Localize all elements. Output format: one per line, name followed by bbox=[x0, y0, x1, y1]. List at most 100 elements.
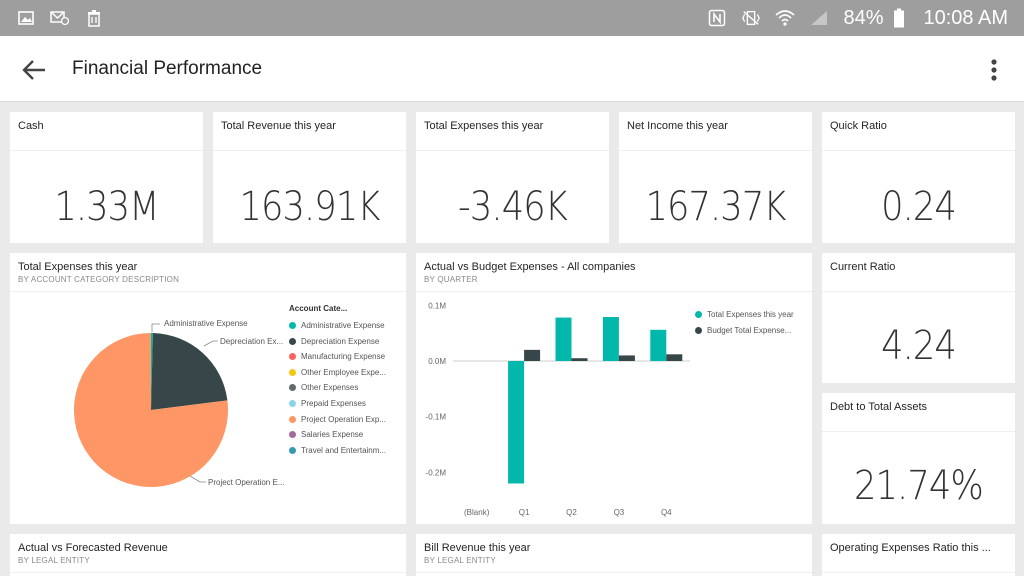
tile-title: Cash bbox=[18, 120, 44, 132]
y-tick-label: -0.1M bbox=[426, 413, 447, 422]
tile-expenses-pie-chart[interactable]: Total Expenses this year BY ACCOUNT CATE… bbox=[10, 253, 406, 524]
callout-label: Administrative Expense bbox=[164, 319, 248, 328]
legend-item[interactable]: Project Operation Exp... bbox=[289, 415, 386, 424]
status-bar: 84% 10:08 AM bbox=[0, 0, 1024, 36]
legend-swatch bbox=[695, 311, 702, 318]
kpi-value: 0.24 bbox=[881, 184, 957, 230]
legend-item[interactable]: Other Expenses bbox=[289, 383, 358, 392]
tile-actual-vs-budget-chart[interactable]: Actual vs Budget Expenses - All companie… bbox=[416, 253, 812, 524]
more-options-button[interactable] bbox=[980, 54, 1008, 86]
legend-label: Salaries Expense bbox=[301, 430, 364, 440]
tile-title: Bill Revenue this year bbox=[424, 542, 531, 554]
kpi-value: 167.37K bbox=[645, 184, 786, 230]
legend-swatch bbox=[289, 384, 296, 392]
pie-slice[interactable] bbox=[151, 333, 153, 410]
legend-label: Other Employee Expe... bbox=[301, 367, 386, 377]
battery-percentage: 84% bbox=[843, 6, 884, 29]
legend-item[interactable]: Manufacturing Expense bbox=[289, 352, 385, 361]
tile-total-expenses[interactable]: Total Expenses this year -3.46K bbox=[416, 112, 609, 243]
tile-net-income[interactable]: Net Income this year 167.37K bbox=[619, 112, 812, 243]
x-tick-label: (Blank) bbox=[464, 508, 490, 517]
legend-swatch bbox=[289, 446, 296, 454]
legend-label: Total Expenses this year bbox=[707, 310, 794, 319]
tile-title: Quick Ratio bbox=[830, 120, 887, 132]
bar[interactable] bbox=[650, 329, 667, 361]
legend-label: Depreciation Expense bbox=[301, 336, 380, 346]
tile-cash[interactable]: Cash 1.33M bbox=[10, 112, 203, 243]
tile-quick-ratio[interactable]: Quick Ratio 0.24 bbox=[822, 112, 1015, 243]
email-at-icon bbox=[50, 8, 70, 28]
legend-item[interactable]: Salaries Expense bbox=[289, 430, 363, 439]
y-tick-label: -0.2M bbox=[426, 468, 447, 477]
legend-item[interactable]: Depreciation Expense bbox=[289, 337, 379, 346]
tile-title: Net Income this year bbox=[627, 120, 728, 132]
legend-item[interactable]: Prepaid Expenses bbox=[289, 399, 366, 408]
bar-chart: 0.1M 0.0M -0.1M -0.2M (Blank) Q1 Q2 Q3 Q4 bbox=[426, 301, 690, 517]
clock: 10:08 AM bbox=[923, 6, 1008, 29]
bar[interactable] bbox=[602, 317, 619, 361]
pie-slice[interactable] bbox=[151, 333, 228, 410]
legend-swatch bbox=[289, 415, 296, 423]
tile-actual-vs-forecast[interactable]: Actual vs Forecasted Revenue BY LEGAL EN… bbox=[10, 534, 406, 576]
legend-label: Prepaid Expenses bbox=[301, 399, 366, 408]
vibrate-icon bbox=[741, 8, 761, 28]
callout-label: Project Operation E... bbox=[208, 478, 284, 487]
tile-subtitle: BY LEGAL ENTITY bbox=[18, 556, 90, 565]
legend-label: Budget Total Expense... bbox=[707, 325, 792, 335]
bar[interactable] bbox=[524, 349, 541, 361]
legend-title: Account Cate... bbox=[289, 304, 348, 313]
callout-line bbox=[189, 475, 206, 483]
bar[interactable] bbox=[508, 361, 525, 484]
x-tick-label: Q4 bbox=[661, 508, 672, 517]
pie-slice[interactable] bbox=[74, 333, 228, 487]
tile-current-ratio[interactable]: Current Ratio 4.24 bbox=[822, 253, 1015, 383]
status-bar-system: 84% 10:08 AM bbox=[707, 7, 1008, 30]
tile-title: Operating Expenses Ratio this ... bbox=[830, 542, 991, 554]
legend-item[interactable]: Budget Total Expense... bbox=[695, 326, 791, 335]
image-icon bbox=[16, 8, 36, 28]
bar[interactable] bbox=[618, 355, 635, 361]
legend-label: Project Operation Exp... bbox=[301, 414, 386, 424]
bar[interactable] bbox=[555, 317, 572, 361]
trash-icon bbox=[84, 8, 104, 28]
callout-label: Depreciation Ex... bbox=[220, 337, 283, 346]
y-tick-label: 0.0M bbox=[428, 357, 446, 366]
callout-line bbox=[151, 323, 160, 332]
tile-total-revenue[interactable]: Total Revenue this year 163.91K bbox=[213, 112, 406, 243]
tile-title: Debt to Total Assets bbox=[830, 401, 928, 413]
app-bar: Financial Performance bbox=[0, 36, 1024, 102]
legend-label: Administrative Expense bbox=[301, 321, 385, 330]
legend-item[interactable]: Travel and Entertainm... bbox=[289, 446, 386, 455]
legend-swatch bbox=[289, 431, 296, 439]
legend-swatch bbox=[289, 337, 296, 345]
status-bar-notifications bbox=[16, 8, 104, 28]
y-tick-label: 0.1M bbox=[428, 301, 446, 310]
legend-label: Other Expenses bbox=[301, 383, 359, 393]
legend-swatch bbox=[289, 368, 296, 376]
tile-bill-revenue[interactable]: Bill Revenue this year BY LEGAL ENTITY bbox=[416, 534, 812, 576]
tile-debt-to-total-assets[interactable]: Debt to Total Assets 21.74% bbox=[822, 393, 1015, 524]
tile-subtitle: BY LEGAL ENTITY bbox=[424, 556, 496, 565]
tile-title: Total Revenue this year bbox=[221, 120, 336, 132]
wifi-icon bbox=[775, 8, 795, 28]
legend-item[interactable]: Administrative Expense bbox=[289, 321, 385, 330]
signal-icon bbox=[809, 8, 829, 28]
page-title: Financial Performance bbox=[72, 58, 263, 79]
tile-title: Current Ratio bbox=[830, 261, 896, 273]
back-button[interactable] bbox=[18, 54, 50, 86]
legend-label: Travel and Entertainm... bbox=[301, 445, 387, 455]
tile-title: Total Expenses this year bbox=[424, 120, 544, 132]
bar[interactable] bbox=[666, 354, 683, 361]
bar[interactable] bbox=[571, 358, 588, 361]
kpi-value: 21.74% bbox=[854, 463, 984, 509]
legend-item[interactable]: Total Expenses this year bbox=[695, 310, 794, 319]
tile-title: Actual vs Budget Expenses - All companie… bbox=[424, 261, 636, 273]
legend-swatch bbox=[289, 353, 296, 361]
legend-swatch bbox=[289, 322, 296, 329]
tile-operating-expenses-ratio[interactable]: Operating Expenses Ratio this ... bbox=[822, 534, 1015, 576]
legend-item[interactable]: Other Employee Expe... bbox=[289, 368, 386, 377]
arrow-back-icon bbox=[22, 60, 45, 80]
kpi-value: -3.46K bbox=[458, 184, 568, 230]
tile-title: Total Expenses this year bbox=[18, 261, 138, 273]
kpi-value: 163.91K bbox=[239, 184, 380, 230]
